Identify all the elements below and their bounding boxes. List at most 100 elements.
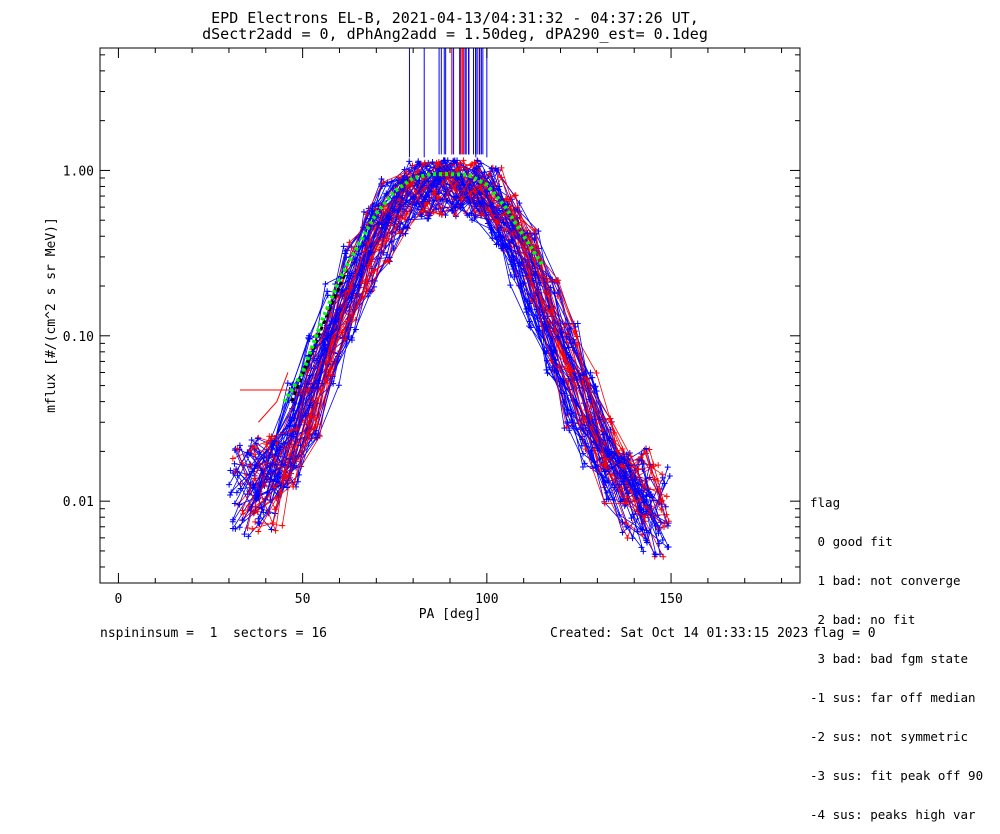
data-point bbox=[256, 520, 263, 527]
data-point bbox=[474, 158, 481, 165]
data-point bbox=[236, 442, 243, 449]
data-point bbox=[319, 380, 326, 387]
data-point bbox=[616, 511, 623, 518]
data-point bbox=[247, 443, 254, 450]
data-point bbox=[347, 284, 354, 291]
data-point bbox=[627, 453, 634, 460]
data-point bbox=[603, 459, 610, 466]
data-point bbox=[245, 533, 252, 540]
data-point bbox=[659, 497, 666, 504]
data-point bbox=[634, 528, 641, 535]
data-point bbox=[267, 497, 274, 504]
data-point bbox=[664, 544, 671, 551]
data-point bbox=[481, 197, 488, 204]
data-point bbox=[236, 501, 243, 508]
data-point bbox=[539, 309, 546, 316]
data-point bbox=[656, 540, 663, 547]
spectrum-trace bbox=[235, 162, 648, 533]
spectrum-trace bbox=[242, 164, 656, 557]
data-point bbox=[335, 382, 342, 389]
data-point bbox=[574, 333, 581, 340]
data-point bbox=[572, 328, 579, 335]
data-point bbox=[621, 500, 628, 507]
data-point bbox=[552, 278, 559, 285]
data-point bbox=[399, 194, 406, 201]
data-point bbox=[456, 160, 463, 167]
data-point bbox=[565, 344, 572, 351]
data-point bbox=[252, 518, 259, 525]
data-point bbox=[524, 230, 531, 237]
data-point bbox=[436, 210, 443, 217]
legend-item: 1 bad: not converge bbox=[810, 573, 961, 588]
spectrum-trace bbox=[241, 169, 652, 518]
data-point bbox=[591, 384, 598, 391]
data-point bbox=[660, 553, 667, 560]
spectrum-trace bbox=[240, 165, 654, 486]
data-point bbox=[659, 536, 666, 543]
data-point bbox=[274, 471, 281, 478]
data-point bbox=[249, 525, 256, 532]
data-point bbox=[643, 493, 650, 500]
data-point bbox=[458, 195, 465, 202]
data-point bbox=[507, 282, 514, 289]
data-point bbox=[655, 462, 662, 469]
data-point bbox=[402, 216, 409, 223]
data-point bbox=[293, 426, 300, 433]
data-point bbox=[251, 475, 258, 482]
data-point bbox=[607, 415, 614, 422]
legend-item: 2 bad: no fit bbox=[810, 612, 916, 627]
data-point bbox=[342, 336, 349, 343]
footer-created: Created: Sat Oct 14 01:33:15 2023 bbox=[550, 626, 809, 641]
data-point bbox=[240, 511, 247, 518]
data-point bbox=[643, 450, 650, 457]
data-point bbox=[268, 526, 275, 533]
data-point bbox=[314, 434, 321, 441]
data-point bbox=[290, 483, 297, 490]
data-point bbox=[406, 158, 413, 165]
y-tick-label: 0.01 bbox=[63, 495, 94, 510]
data-point bbox=[635, 466, 642, 473]
data-point bbox=[605, 496, 612, 503]
data-point bbox=[609, 481, 616, 488]
data-point bbox=[255, 528, 262, 535]
data-point bbox=[315, 377, 322, 384]
x-tick-label: 50 bbox=[295, 592, 311, 607]
data-point bbox=[543, 366, 550, 373]
data-point bbox=[593, 369, 600, 376]
data-point bbox=[606, 435, 613, 442]
spectrum-trace bbox=[240, 166, 646, 501]
data-point bbox=[659, 471, 666, 478]
data-point bbox=[271, 484, 278, 491]
data-point bbox=[616, 472, 623, 479]
data-point bbox=[602, 468, 609, 475]
data-point bbox=[511, 273, 518, 280]
data-point bbox=[658, 506, 665, 513]
data-point bbox=[531, 226, 538, 233]
data-point bbox=[629, 535, 636, 542]
data-point bbox=[324, 288, 331, 295]
data-point bbox=[249, 468, 256, 475]
legend-item: -1 sus: far off median bbox=[810, 690, 976, 705]
data-point bbox=[471, 159, 478, 166]
data-point bbox=[544, 370, 551, 377]
data-point bbox=[227, 467, 234, 474]
data-point bbox=[527, 324, 534, 331]
spectrum-trace bbox=[242, 170, 651, 540]
data-point bbox=[340, 243, 347, 250]
data-point bbox=[515, 260, 522, 267]
data-point bbox=[649, 494, 656, 501]
data-point bbox=[651, 551, 658, 558]
legend-item: -3 sus: fit peak off 90 bbox=[810, 768, 984, 783]
data-point bbox=[403, 224, 410, 231]
data-point bbox=[291, 462, 298, 469]
data-point bbox=[530, 270, 537, 277]
data-point bbox=[231, 460, 238, 467]
data-point bbox=[383, 235, 390, 242]
data-point bbox=[338, 288, 345, 295]
data-point bbox=[229, 455, 236, 462]
data-point bbox=[416, 161, 423, 168]
data-point bbox=[584, 408, 591, 415]
data-point bbox=[643, 503, 650, 510]
data-point bbox=[508, 237, 515, 244]
data-point bbox=[435, 162, 442, 169]
